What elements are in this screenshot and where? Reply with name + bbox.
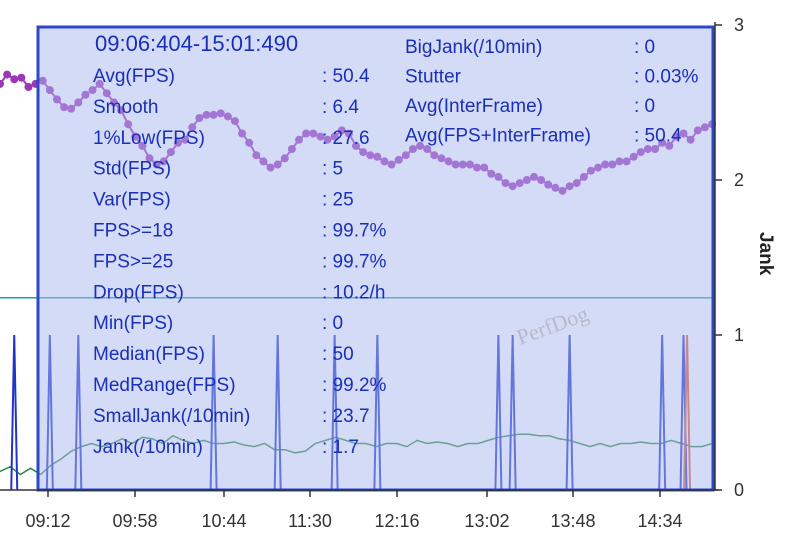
x-tick-label: 12:16: [374, 511, 419, 531]
y-tick-label: 3: [734, 15, 744, 35]
x-tick-label: 14:34: [637, 511, 682, 531]
stats-panel-box: [36, 25, 715, 492]
right-axis-ticks: 0 1 2 3: [715, 15, 744, 500]
y-tick-label: 1: [734, 325, 744, 345]
stat-value: : 5: [322, 159, 343, 180]
stat-label: Avg(InterFrame): [405, 96, 543, 117]
series-point: [3, 70, 12, 79]
stat-value: : 50.4: [634, 126, 682, 147]
stat-label: Var(FPS): [93, 190, 171, 211]
x-tick-label: 09:58: [112, 511, 157, 531]
stat-label: Median(FPS): [93, 344, 205, 365]
stat-label: MedRange(FPS): [93, 375, 236, 396]
y-tick-label: 2: [734, 170, 744, 190]
stats-right-column: BigJank(/10min) : 0 Stutter : 0.03% Avg(Inte…: [405, 37, 699, 147]
series-point: [0, 79, 4, 88]
stat-value: : 23.7: [322, 406, 370, 427]
stat-label: Smooth: [93, 97, 158, 118]
stat-label: 1%Low(FPS): [93, 128, 205, 149]
stat-label: Min(FPS): [93, 313, 173, 334]
stat-label: FPS>=18: [93, 221, 173, 242]
stat-label: Avg(FPS): [93, 66, 175, 87]
x-tick-label: 13:02: [464, 511, 509, 531]
stat-label: FPS>=25: [93, 251, 173, 272]
stat-value: : 1.7: [322, 437, 359, 458]
right-axis-title: Jank: [755, 232, 776, 276]
x-tick-label: 09:12: [25, 511, 70, 531]
stat-value: : 6.4: [322, 97, 359, 118]
series-point: [24, 83, 33, 91]
series-point: [10, 75, 19, 84]
x-tick-label: 10:44: [201, 511, 246, 531]
stat-value: : 99.7%: [322, 221, 387, 242]
jank-spike: [10, 334, 19, 491]
y-tick-label: 0: [734, 480, 744, 500]
stat-value: : 50: [322, 344, 354, 365]
stat-label: Std(FPS): [93, 159, 171, 180]
stat-label: Jank(/10min): [93, 437, 203, 458]
stat-value: : 0: [634, 37, 655, 58]
stat-label: Avg(FPS+InterFrame): [405, 126, 591, 147]
stat-value: : 27.6: [322, 128, 370, 149]
x-tick-label: 13:48: [550, 511, 595, 531]
x-axis-ticks: 09:12 09:58 10:44 11:30 12:16 13:02 13:48 14:34: [25, 490, 683, 531]
stats-panel: 09:06:404-15:01:490 Avg(FPS) : 50.4 Smooth…: [36, 25, 715, 492]
x-tick-label: 11:30: [288, 511, 332, 531]
stats-time-range: 09:06:404-15:01:490: [95, 31, 298, 56]
stat-value: : 0.03%: [634, 67, 699, 88]
stat-value: : 10.2/h: [322, 282, 385, 303]
stat-label: Drop(FPS): [93, 282, 184, 303]
stat-value: : 0: [634, 96, 655, 117]
stat-label: SmallJank(/10min): [93, 406, 250, 427]
stat-label: Stutter: [405, 67, 462, 88]
stat-value: : 0: [322, 313, 343, 334]
stat-value: : 99.7%: [322, 251, 387, 272]
stat-label: BigJank(/10min): [405, 37, 542, 58]
stat-value: : 99.2%: [322, 375, 387, 396]
stat-value: : 25: [322, 190, 354, 211]
series-point: [17, 73, 26, 82]
stat-value: : 50.4: [322, 66, 370, 87]
stats-left-column: Avg(FPS) : 50.4 Smooth : 6.4 1%Low(FPS) : 27.…: [93, 66, 387, 458]
